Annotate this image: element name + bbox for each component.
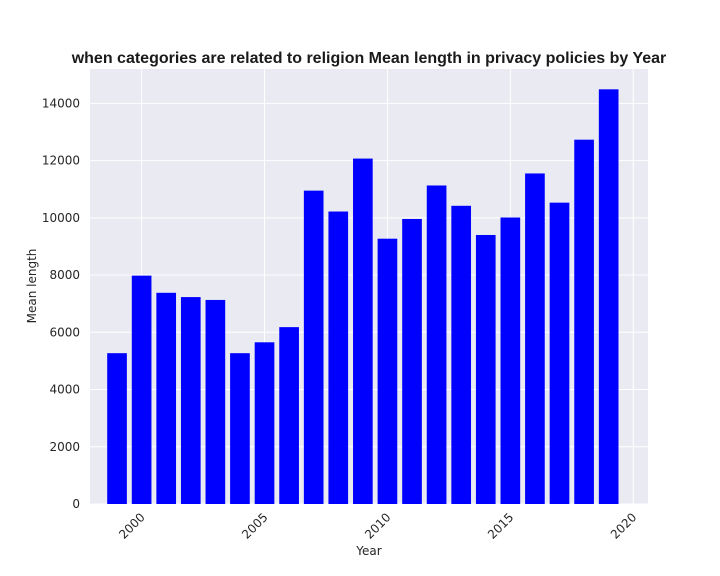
x-tick-label: 2015	[485, 510, 516, 541]
x-axis-ticks: 2000 2005 2010 2015 2020	[116, 510, 639, 541]
y-tick-label: 4000	[49, 383, 80, 397]
y-tick-label: 6000	[49, 325, 80, 339]
y-axis-label: Mean length	[25, 249, 39, 324]
x-tick-label: 2005	[239, 510, 270, 541]
bar-2006	[279, 327, 299, 504]
bar-2008	[328, 211, 349, 505]
bar-2002	[180, 297, 201, 504]
bar-2001	[156, 292, 177, 504]
bar-2009	[353, 158, 373, 504]
y-tick-label: 10000	[42, 211, 80, 225]
bar-1999	[107, 353, 127, 504]
y-axis-ticks: 0 2000 4000 6000 8000 10000 12000 14000	[42, 96, 80, 511]
bar-2017	[549, 202, 570, 505]
bar-2003	[205, 299, 226, 504]
y-tick-label: 8000	[49, 268, 80, 282]
bar-2007	[303, 190, 324, 504]
bar-2004	[230, 353, 250, 504]
x-axis-label: Year	[355, 544, 381, 558]
y-tick-label: 2000	[49, 440, 80, 454]
x-tick-label: 2000	[116, 510, 147, 541]
bars	[107, 89, 619, 505]
bar-2012	[426, 185, 447, 504]
x-tick-label: 2020	[608, 510, 639, 541]
bar-2011	[402, 218, 422, 505]
bar-2019	[598, 89, 619, 504]
bar-2010	[377, 238, 398, 505]
bar-2013	[451, 205, 472, 504]
chart-title: when categories are related to religion …	[71, 50, 667, 67]
bar-2018	[574, 139, 594, 504]
y-tick-label: 12000	[42, 154, 80, 168]
bar-2000	[131, 275, 152, 504]
y-tick-label: 0	[72, 497, 80, 511]
bar-2015	[500, 217, 521, 504]
bar-2005	[254, 342, 275, 504]
bar-2016	[525, 173, 545, 505]
bar-2014	[475, 234, 496, 504]
x-tick-label: 2010	[362, 510, 393, 541]
y-tick-label: 14000	[42, 96, 80, 110]
